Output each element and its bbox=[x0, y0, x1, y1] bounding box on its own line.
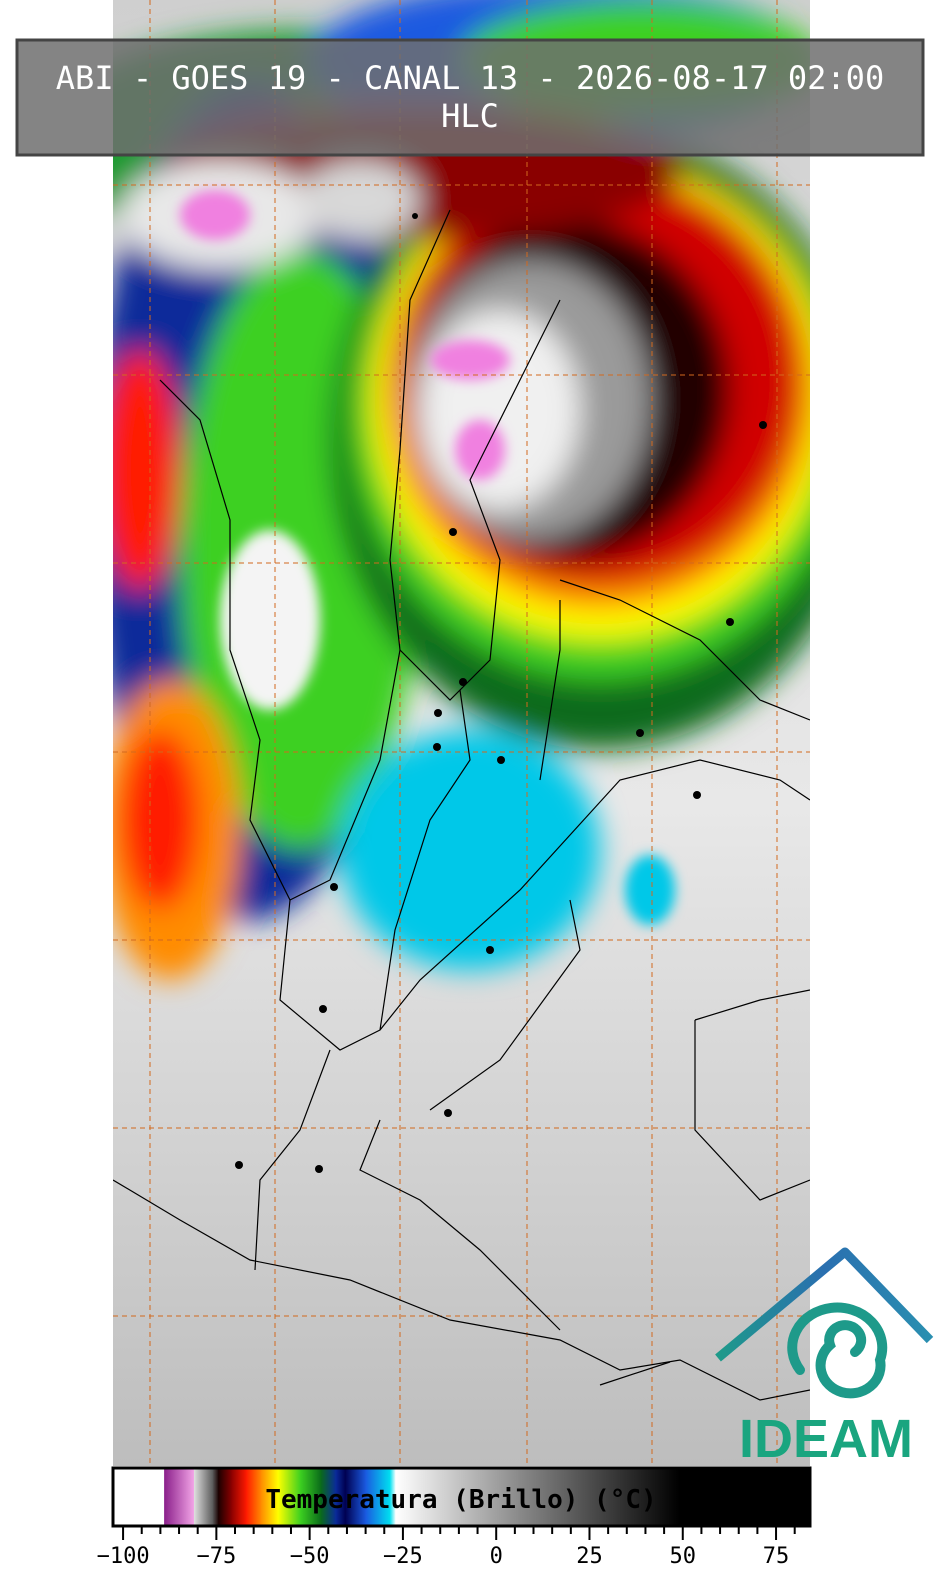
colorbar-label: Temperatura (Brillo) (°C) bbox=[265, 1485, 656, 1515]
tick-label: −25 bbox=[383, 1544, 423, 1569]
colorbar-segment bbox=[679, 1468, 811, 1526]
colorbar-segment bbox=[277, 1468, 301, 1526]
colorbar-segment bbox=[395, 1468, 520, 1526]
logo-spiral bbox=[787, 1302, 888, 1399]
subtitle: HLC bbox=[441, 97, 499, 135]
title: ABI - GOES 19 - CANAL 13 - 2026-08-17 02… bbox=[56, 59, 884, 97]
tick-label: −50 bbox=[290, 1544, 330, 1569]
tick-label: 0 bbox=[490, 1544, 503, 1569]
logo-roof bbox=[715, 1247, 934, 1362]
satellite-map bbox=[113, 0, 810, 1466]
colorbar-segment bbox=[164, 1468, 195, 1526]
tick-label: 25 bbox=[576, 1544, 603, 1569]
colorbar: Temperatura (Brillo) (°C) −100 −75 −50 −25 0 2… bbox=[97, 1466, 812, 1569]
colorbar-segment bbox=[518, 1468, 680, 1526]
tick-label: 75 bbox=[763, 1544, 790, 1569]
colorbar-segment bbox=[300, 1468, 322, 1526]
colorbar-frame bbox=[111, 1466, 812, 1528]
colorbar-segment bbox=[113, 1468, 165, 1526]
tick-label: −75 bbox=[196, 1544, 236, 1569]
colorbar-segment bbox=[389, 1468, 396, 1526]
title-box bbox=[15, 38, 925, 157]
colorbar-segment bbox=[212, 1468, 219, 1526]
colorbar-segment bbox=[218, 1468, 232, 1526]
colorbar-segment bbox=[335, 1468, 346, 1526]
colorbar-segment bbox=[345, 1468, 367, 1526]
tick-label: −100 bbox=[97, 1544, 150, 1569]
colorbar-segment bbox=[261, 1468, 279, 1526]
colorbar-segment bbox=[193, 1468, 214, 1526]
colorbar-segment bbox=[246, 1468, 262, 1526]
logo: IDEAM bbox=[715, 1247, 934, 1469]
colorbar-segment bbox=[231, 1468, 247, 1526]
logo-text: IDEAM bbox=[739, 1409, 913, 1469]
tick-label: 50 bbox=[670, 1544, 697, 1569]
colorbar-segment bbox=[320, 1468, 337, 1526]
colorbar-segment bbox=[365, 1468, 391, 1526]
